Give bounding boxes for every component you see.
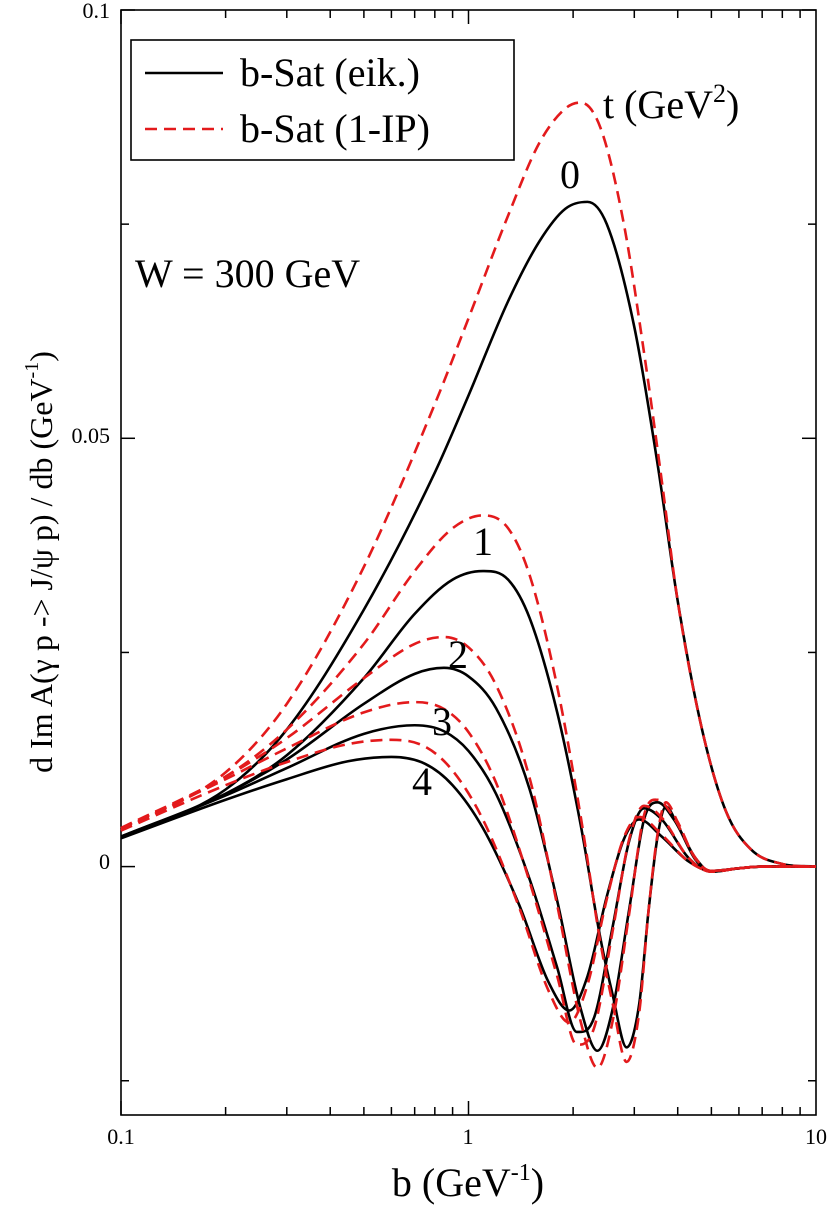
x-axis-label-sup: -1 [511, 1160, 531, 1186]
y-axis-label: d Im A(γ p -> J/ψ p) / db (GeV-1) [21, 351, 59, 773]
x-axis-label-close: ) [531, 1160, 544, 1205]
series-line-t1-eik [120, 569, 816, 1049]
series-line-t4-1ip [120, 738, 816, 1024]
x-tick-label: 1 [463, 1124, 474, 1149]
plot-frame [120, 9, 817, 1116]
series-line-t0-1ip [120, 101, 817, 868]
t-header: t (GeV2) [603, 79, 739, 127]
t-header-text: t (GeV [603, 82, 713, 127]
t-header-close: ) [726, 82, 739, 127]
series-line-t2-eik [120, 666, 816, 1053]
curve-label-t1: 1 [473, 519, 493, 564]
x-axis-label: b (GeV-1) [392, 1160, 544, 1205]
axis-ticks [120, 9, 816, 1115]
y-tick-label: 0.1 [83, 0, 111, 23]
t-header-sup: 2 [713, 79, 726, 108]
series-line-t3-1ip [120, 700, 816, 1047]
x-axis-label-text: b (GeV [392, 1160, 511, 1205]
curve-label-t0: 0 [560, 152, 580, 197]
curve-label-t3: 3 [432, 699, 452, 744]
energy-annotation: W = 300 GeV [135, 251, 360, 296]
legend-box [130, 39, 515, 161]
curve-label-t2: 2 [448, 632, 468, 677]
curves [120, 101, 817, 1070]
y-axis-label-close: ) [23, 351, 59, 362]
x-tick-label: 10 [805, 1124, 827, 1149]
series-line-t0-eik [120, 200, 817, 868]
y-tick-label: 0.05 [72, 423, 111, 448]
series-line-t2-1ip [120, 635, 816, 1070]
y-axis-label-sup: -1 [21, 362, 43, 379]
legend-label-1ip: b-Sat (1-IP) [240, 106, 430, 151]
legend-label-eik: b-Sat (eik.) [240, 50, 420, 95]
y-axis-label-text: d Im A(γ p -> J/ψ p) / db (GeV [23, 378, 59, 772]
y-tick-label: 0 [99, 849, 110, 874]
x-tick-label: 0.1 [107, 1124, 135, 1149]
curve-label-t4: 4 [412, 759, 432, 804]
